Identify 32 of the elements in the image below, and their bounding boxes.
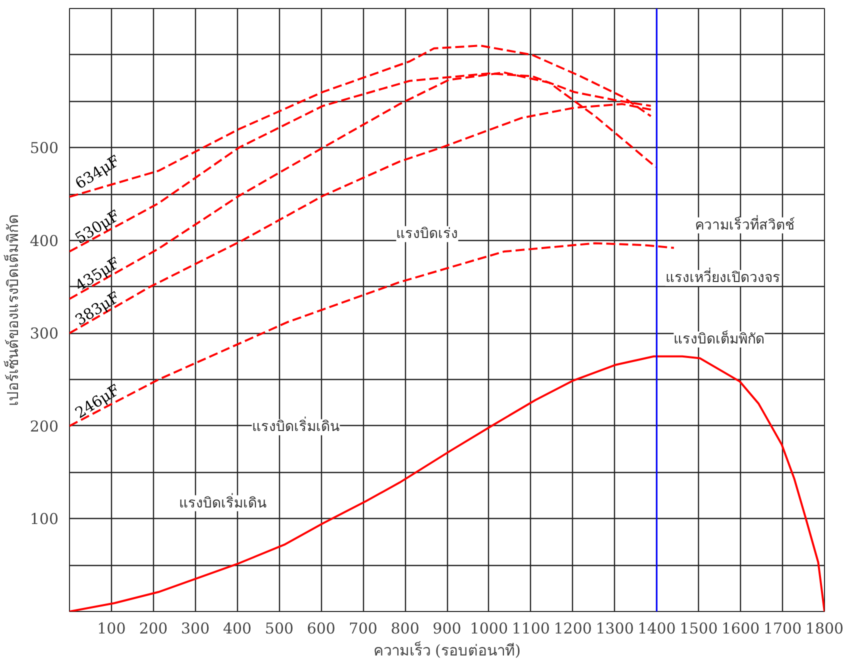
y-tick-label: 100 — [30, 510, 59, 528]
x-tick-label: 500 — [264, 620, 294, 638]
line-series — [70, 355, 824, 612]
y-axis-title: เปอร์เซ็นต์ของแรงบิดเต็มพิกัด — [2, 214, 22, 406]
x-tick-label: 800 — [390, 620, 420, 638]
x-tick-label: 600 — [306, 620, 336, 638]
x-tick-label: 700 — [348, 620, 378, 638]
x-tick-label: 1800 — [805, 620, 844, 638]
annotation: แรงบิดเริ่มเดิน — [178, 493, 267, 512]
x-tick-label: 200 — [139, 620, 168, 638]
x-tick-label: 1700 — [763, 620, 802, 638]
x-tick-label: 1500 — [680, 620, 718, 638]
annotation: แรงบิดเต็มพิกัด — [674, 329, 765, 348]
x-tick-label: 1400 — [638, 620, 676, 638]
annotation: ความเร็วที่สวิตช์ — [694, 215, 795, 234]
annotation: แรงบิดเริ่มเดิน — [252, 417, 340, 436]
x-tick-label: 300 — [181, 620, 210, 638]
x-tick-label: 1300 — [596, 620, 634, 638]
annotation: แรงเหวี่ยงเปิดวงจร — [665, 268, 780, 286]
annotation: แรงบิดเร่ง — [396, 226, 458, 242]
x-tick-label: 1600 — [722, 620, 760, 638]
x-tick-label: 400 — [222, 620, 252, 638]
x-axis-title: ความเร็ว (รอบต่อนาที) — [373, 640, 521, 660]
y-tick-label: 500 — [30, 139, 59, 158]
x-tick-label: 1100 — [512, 620, 550, 638]
x-tick-label: 900 — [432, 620, 462, 638]
x-tick-label: 1200 — [554, 620, 592, 638]
x-tick-label: 100 — [97, 620, 126, 638]
y-tick-label: 300 — [30, 324, 59, 343]
y-tick-label: 200 — [30, 417, 59, 436]
y-tick-label: 400 — [30, 232, 59, 250]
x-tick-label: 1000 — [470, 620, 508, 638]
